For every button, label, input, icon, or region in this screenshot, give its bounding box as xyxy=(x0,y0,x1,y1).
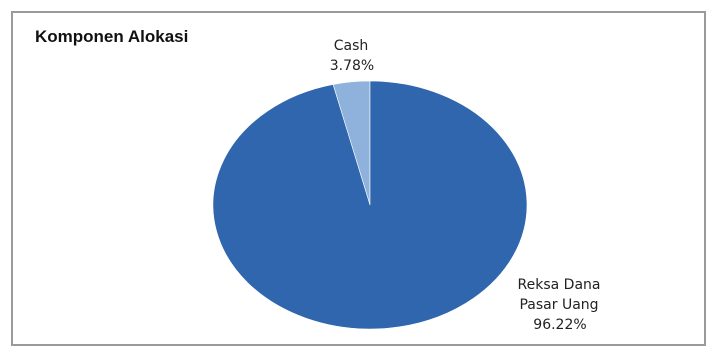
slice-label-cash-line2: 3.78% xyxy=(330,58,374,74)
slice-label-reksa-dana: Reksa Dana Pasar Uang 96.22% xyxy=(518,277,601,333)
pie-slices xyxy=(212,80,528,330)
slice-label-cash: Cash 3.78% xyxy=(330,38,374,74)
slice-label-reksa-dana-line2: Pasar Uang xyxy=(519,297,598,313)
slice-label-reksa-dana-line1: Reksa Dana xyxy=(518,277,601,293)
slice-label-reksa-dana-line3: 96.22% xyxy=(533,317,586,333)
slice-label-cash-line1: Cash xyxy=(334,38,369,54)
pie-slice-reksa-dana-pasar-uang xyxy=(212,80,528,330)
chart-title: Komponen Alokasi xyxy=(35,27,189,46)
